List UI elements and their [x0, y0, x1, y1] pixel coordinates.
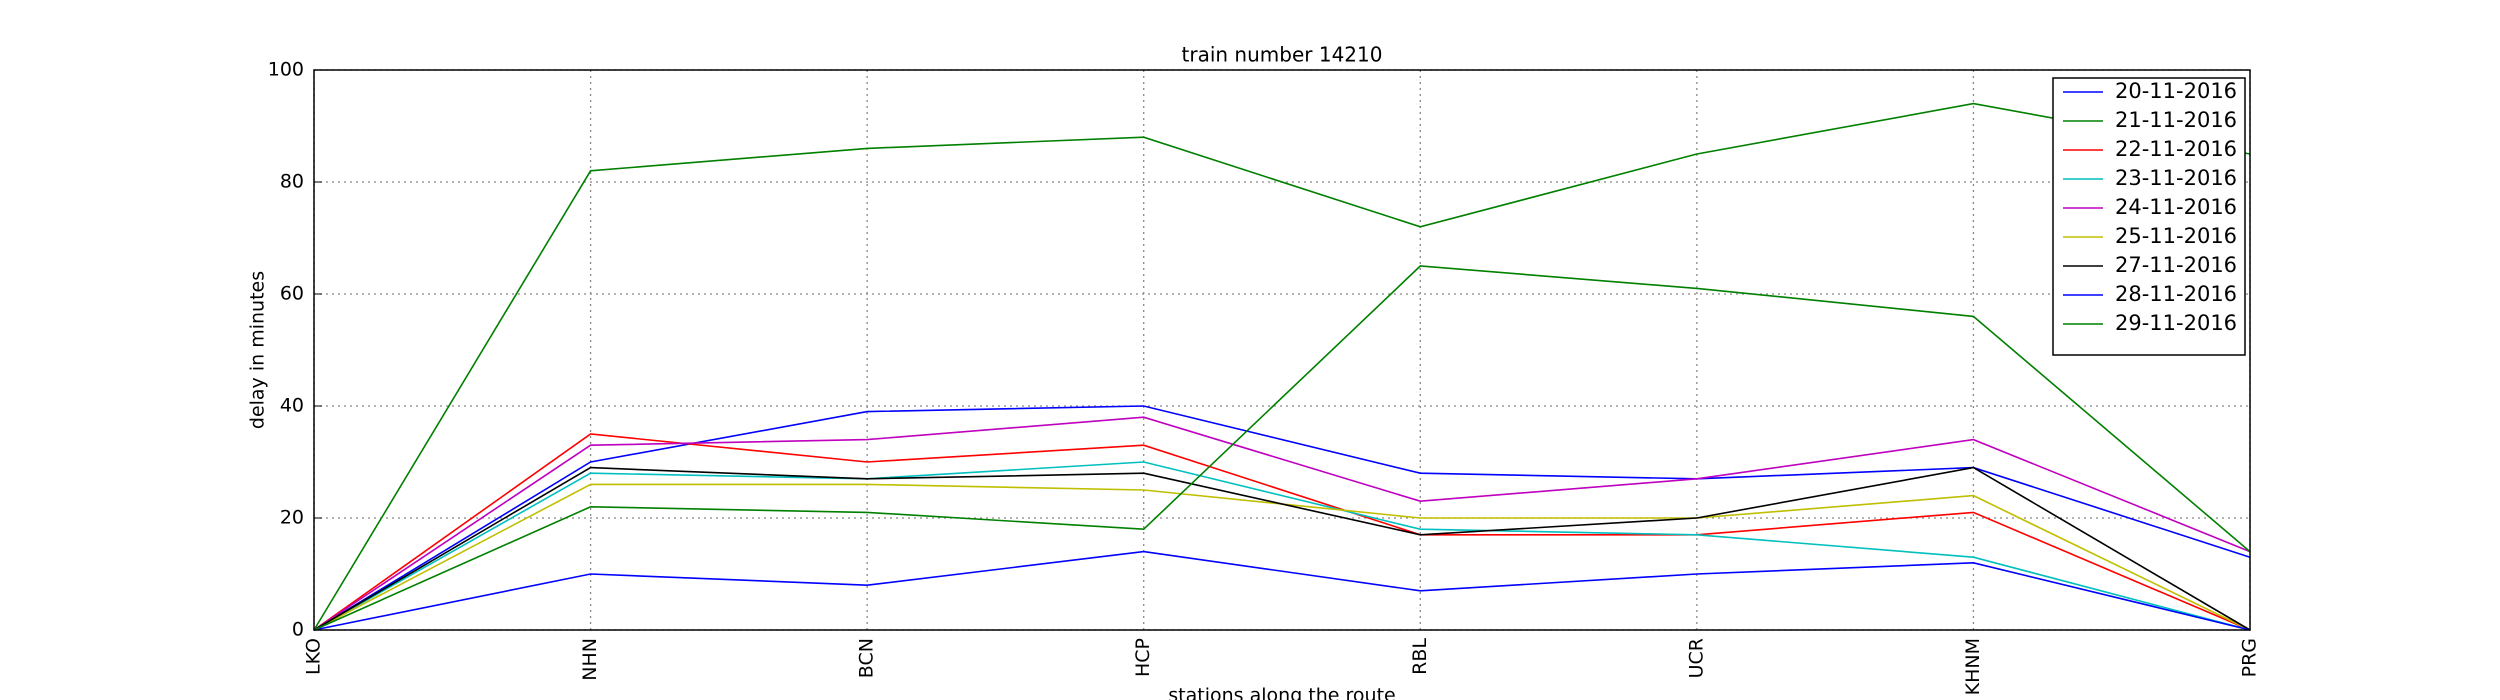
data-line — [313, 433, 2251, 631]
legend-label: 27-11-2016 — [2115, 253, 2237, 277]
data-line — [313, 102, 2251, 631]
x-axis-label: stations along the route — [1168, 685, 1395, 700]
data-line — [313, 483, 2251, 631]
y-tick-label: 0 — [292, 619, 304, 641]
y-axis-label: delay in minutes — [247, 271, 269, 429]
x-tick-label: UCR — [1685, 638, 1707, 678]
y-tick-label: 40 — [280, 395, 304, 417]
x-tick-label: RBL — [1409, 638, 1431, 675]
legend-label: 22-11-2016 — [2115, 137, 2237, 161]
legend-label: 21-11-2016 — [2115, 108, 2237, 132]
plot-frame — [313, 69, 2251, 631]
x-tick-label: LKO — [303, 638, 325, 675]
legend-label: 25-11-2016 — [2115, 224, 2237, 248]
y-tick-label: 20 — [280, 507, 304, 529]
y-tick-label: 60 — [280, 283, 304, 305]
x-tick-label: PRG — [2239, 638, 2261, 677]
x-tick-label: HCP — [1132, 638, 1154, 677]
data-line — [313, 405, 2251, 631]
legend-label: 23-11-2016 — [2115, 166, 2237, 190]
x-tick-label: NHN — [579, 638, 601, 681]
legend-label: 20-11-2016 — [2115, 79, 2237, 103]
data-line — [313, 466, 2251, 631]
y-tick-label: 100 — [268, 59, 304, 81]
legend-box — [2052, 77, 2246, 356]
x-tick-label: BCN — [856, 638, 878, 678]
legend-label: 24-11-2016 — [2115, 195, 2237, 219]
data-line — [313, 416, 2251, 631]
legend-label: 29-11-2016 — [2115, 311, 2237, 335]
data-line — [313, 265, 2251, 631]
chart-title: train number 14210 — [1182, 43, 1383, 67]
y-tick-label: 80 — [280, 171, 304, 193]
x-tick-label: KHNM — [1962, 638, 1984, 695]
data-line — [313, 461, 2251, 631]
legend-label: 28-11-2016 — [2115, 282, 2237, 306]
data-line — [313, 550, 2251, 631]
